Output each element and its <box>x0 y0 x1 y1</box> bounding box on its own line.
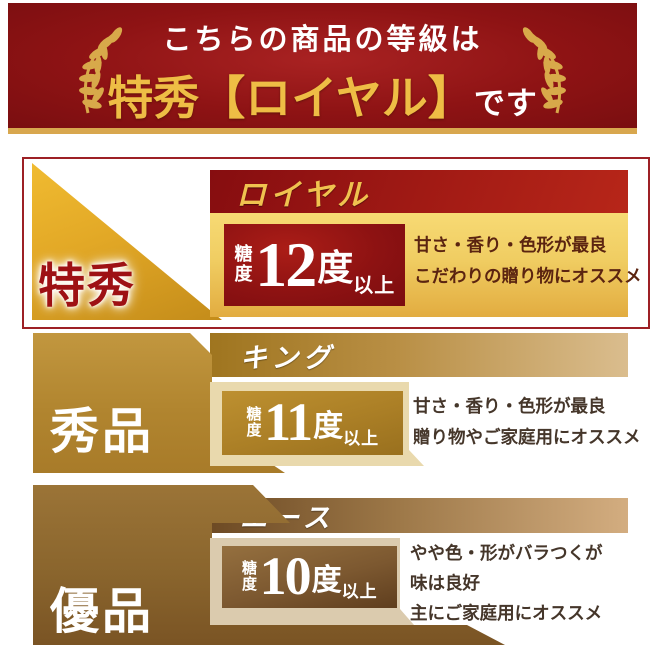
sugar-unit: 度 <box>311 564 342 597</box>
desc-line: 甘さ・香り・色形が最良 <box>413 396 606 416</box>
header-banner: こちらの商品の等級は 特秀【ロイヤル】です <box>8 3 637 134</box>
desc-line: やや色・形がバラつくが <box>410 543 603 563</box>
sugar-prefix: 糖度 <box>246 406 262 440</box>
tier-king-description: 甘さ・香り・色形が最良 贈り物やご家庭用にオススメ <box>413 391 641 453</box>
desc-line: こだわりの贈り物にオススメ <box>414 266 642 287</box>
banner-line2: 特秀【ロイヤル】です <box>8 62 637 128</box>
banner-grade-gold: 特秀【ロイヤル】 <box>107 73 474 124</box>
tier-king-rank-band: キング <box>210 333 628 377</box>
tier-royal-rank-name: ロイヤル <box>236 178 372 212</box>
sugar-prefix: 糖度 <box>241 560 257 594</box>
banner-suffix: です <box>473 86 538 121</box>
tier-ace-rank-band: エース <box>210 498 628 533</box>
tier-royal-sugar-box: 糖度 12 度 以上 <box>224 224 405 306</box>
banner-line1: こちらの商品の等級は <box>162 24 483 56</box>
desc-line: 甘さ・香り・色形が最良 <box>414 235 607 255</box>
tier-king-grade-label: 秀品 <box>50 404 155 459</box>
sugar-value: 11 <box>264 392 313 453</box>
tier-royal-description: 甘さ・香り・色形が最良 こだわりの贈り物にオススメ <box>414 230 642 292</box>
desc-line: 贈り物やご家庭用にオススメ <box>413 427 641 448</box>
tier-ace-description: やや色・形がバラつくが 味は良好 主にご家庭用にオススメ <box>410 538 603 628</box>
sugar-prefix: 糖度 <box>234 244 253 284</box>
sugar-suffix: 以上 <box>343 429 380 448</box>
tier-ace-grade-label: 優品 <box>50 584 155 639</box>
desc-line: 主にご家庭用にオススメ <box>410 603 603 624</box>
laurel-right-icon <box>522 27 566 114</box>
tier-ace-sugar-box: 糖度 10 度 以上 <box>222 546 397 608</box>
tier-king-rank-name: キング <box>240 342 336 373</box>
sugar-value: 12 <box>255 228 317 300</box>
sugar-suffix: 以上 <box>341 582 378 601</box>
tier-royal-grade-label: 特秀 <box>38 261 136 313</box>
sugar-suffix: 以上 <box>353 275 396 297</box>
sugar-unit: 度 <box>317 248 354 288</box>
tier-royal-rank-band: ロイヤル <box>210 170 628 213</box>
desc-line: 味は良好 <box>410 573 480 594</box>
tier-king-sugar-box: 糖度 11 度 以上 <box>222 391 403 455</box>
laurel-left-icon <box>79 27 123 114</box>
sugar-unit: 度 <box>313 410 344 443</box>
sugar-value: 10 <box>259 546 312 607</box>
